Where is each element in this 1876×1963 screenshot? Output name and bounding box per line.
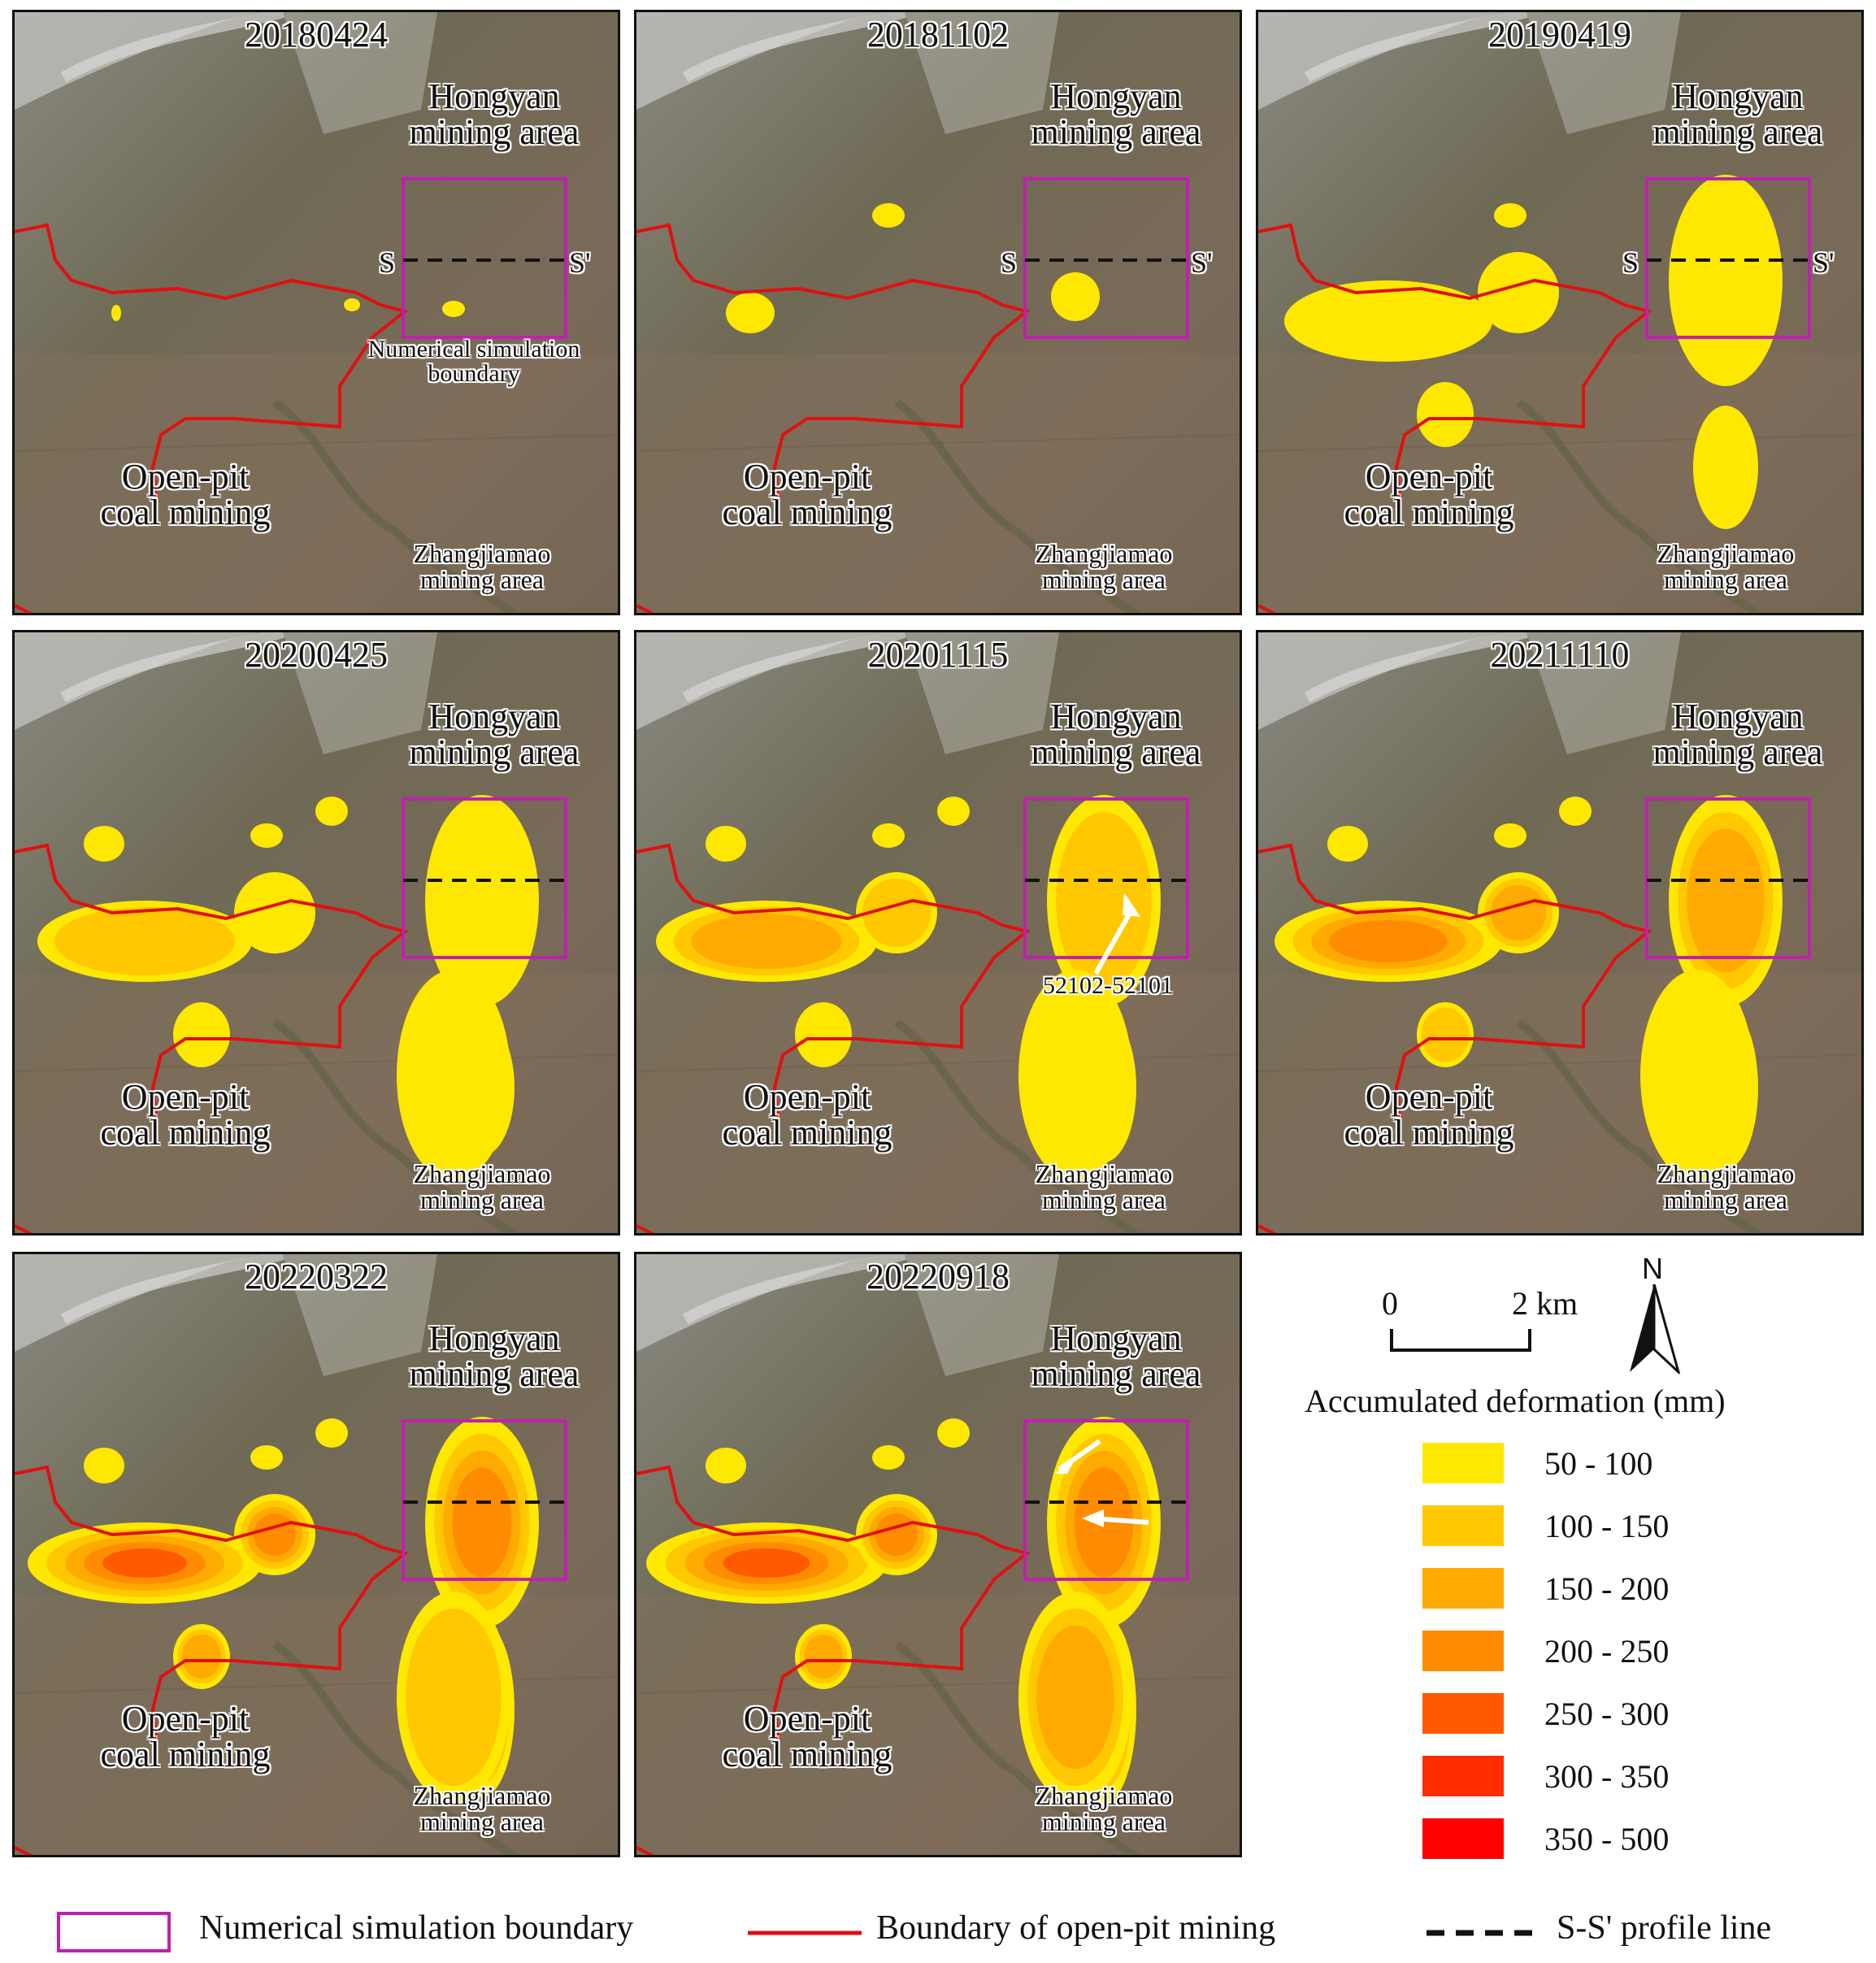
satellite-map	[636, 632, 1240, 1233]
hongyan-label: Hongyan mining area	[1031, 76, 1201, 152]
panel-date: 20201115	[867, 635, 1009, 675]
satellite-map	[15, 632, 618, 1233]
map-panel: 20200425 Hongyan mining area Open-pit coal…	[12, 630, 620, 1236]
openpit-label: Open-pit coal mining	[100, 457, 271, 532]
legend-swatch	[1422, 1505, 1504, 1546]
satellite-map	[15, 12, 618, 613]
map-panel: 20181102 Hongyan mining area Open-pit coal…	[634, 10, 1242, 615]
hongyan-label: Hongyan mining area	[1031, 697, 1201, 772]
satellite-map	[1258, 632, 1861, 1233]
zhangjiamao-label: Zhangjiamao mining area	[1035, 539, 1173, 594]
workface-annotation: 52102-52101	[1043, 972, 1173, 999]
legend-swatch	[1422, 1443, 1504, 1483]
legend-class-label: 150 - 200	[1544, 1570, 1670, 1607]
legend-class-label: 50 - 100	[1544, 1445, 1653, 1482]
s-prime-label: S'	[1191, 246, 1213, 279]
openpit-label: Open-pit coal mining	[722, 457, 892, 532]
hongyan-label: Hongyan mining area	[409, 1318, 580, 1394]
north-arrow-icon	[1630, 1284, 1681, 1374]
panel-date: 20211110	[1490, 635, 1630, 675]
nsb-legend-swatch	[57, 1912, 171, 1952]
legend-class-label: 350 - 500	[1544, 1821, 1670, 1857]
openpit-legend-label: Boundary of open-pit mining	[876, 1909, 1276, 1947]
legend-swatch	[1422, 1568, 1504, 1609]
map-panel: 20211110 Hongyan mining area Open-pit coal…	[1256, 630, 1864, 1236]
scale-bar-line	[1390, 1329, 1531, 1352]
panel-date: 20181102	[866, 15, 1010, 54]
legend-swatch	[1422, 1756, 1504, 1796]
zhangjiamao-label: Zhangjiamao mining area	[413, 1781, 551, 1836]
openpit-label: Open-pit coal mining	[1344, 457, 1514, 532]
map-panel: 20201115 Hongyan mining area Open-pit coal…	[634, 630, 1242, 1236]
satellite-map	[1258, 12, 1861, 613]
zhangjiamao-label: Zhangjiamao mining area	[413, 539, 551, 594]
panel-date: 20220322	[245, 1257, 388, 1296]
zhangjiamao-label: Zhangjiamao mining area	[1657, 539, 1795, 594]
nsb-legend-label: Numerical simulation boundary	[199, 1909, 634, 1947]
map-panel: 20220322 Hongyan mining area Open-pit coal…	[12, 1252, 620, 1857]
zhangjiamao-label: Zhangjiamao mining area	[413, 1159, 551, 1214]
s-prime-label: S'	[569, 246, 591, 279]
legend-swatch	[1422, 1693, 1504, 1734]
panel-date: 20180424	[245, 15, 388, 54]
zhangjiamao-label: Zhangjiamao mining area	[1657, 1159, 1795, 1214]
panel-date: 20190419	[1488, 15, 1631, 54]
bottom-legend: Numerical simulation boundary Boundary o…	[0, 1894, 1876, 1959]
hongyan-label: Hongyan mining area	[1652, 697, 1823, 772]
map-panel: 20190419 Hongyan mining area Open-pit coal…	[1256, 10, 1864, 615]
legend-area: 0 2 km N Accumulated deformation (mm) 50…	[1268, 1252, 1869, 1886]
satellite-map	[636, 12, 1240, 613]
scale-bar: 0 2 km	[1382, 1284, 1578, 1352]
legend-class-label: 300 - 350	[1544, 1758, 1670, 1795]
s-label: S	[1001, 246, 1018, 279]
openpit-label: Open-pit coal mining	[1344, 1077, 1514, 1153]
panel-date: 20220918	[866, 1257, 1010, 1296]
legend-title: Accumulated deformation (mm)	[1305, 1383, 1726, 1419]
s-prime-label: S'	[1813, 246, 1835, 279]
hongyan-label: Hongyan mining area	[1652, 76, 1823, 152]
legend-class-label: 250 - 300	[1544, 1696, 1670, 1732]
profile-legend-swatch	[1427, 1930, 1540, 1936]
openpit-label: Open-pit coal mining	[722, 1699, 892, 1774]
hongyan-label: Hongyan mining area	[409, 697, 580, 772]
map-panel: 20180424 Hongyan mining area Open-pit coal…	[12, 10, 620, 615]
profile-legend-label: S-S' profile line	[1557, 1909, 1772, 1947]
openpit-label: Open-pit coal mining	[100, 1699, 271, 1774]
scale-start-label: 0	[1382, 1285, 1398, 1322]
nsb-label: Numerical simulation boundary	[367, 336, 580, 387]
openpit-legend-swatch	[748, 1930, 862, 1935]
hongyan-label: Hongyan mining area	[1031, 1318, 1201, 1394]
panel-date: 20200425	[245, 635, 388, 675]
legend-swatch	[1422, 1631, 1504, 1671]
openpit-label: Open-pit coal mining	[722, 1077, 892, 1153]
hongyan-label: Hongyan mining area	[409, 76, 580, 152]
north-arrow: N	[1626, 1252, 1691, 1374]
legend-swatch	[1422, 1818, 1504, 1859]
legend-class-label: 200 - 250	[1544, 1633, 1670, 1670]
s-label: S	[379, 246, 396, 279]
map-panel: 20220918 Hongyan mining area Open-pit coal…	[634, 1252, 1242, 1857]
openpit-label: Open-pit coal mining	[100, 1077, 271, 1153]
legend-class-label: 100 - 150	[1544, 1508, 1670, 1544]
satellite-map	[636, 1254, 1240, 1855]
s-label: S	[1622, 246, 1639, 279]
zhangjiamao-label: Zhangjiamao mining area	[1035, 1781, 1173, 1836]
scale-end-label: 2 km	[1512, 1285, 1579, 1322]
zhangjiamao-label: Zhangjiamao mining area	[1035, 1159, 1173, 1214]
satellite-map	[15, 1254, 618, 1855]
north-label: N	[1642, 1252, 1663, 1285]
